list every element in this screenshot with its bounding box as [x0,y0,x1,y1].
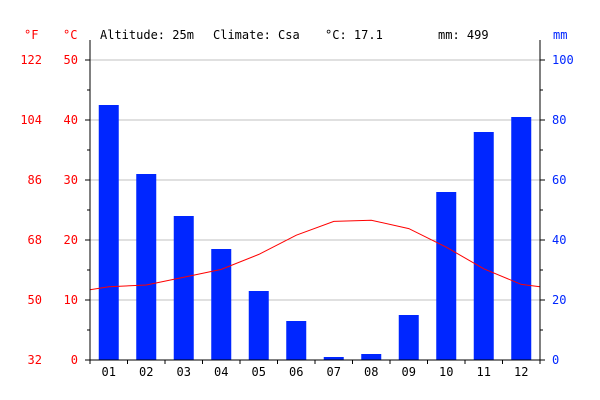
month-label: 03 [177,365,191,379]
month-label: 12 [514,365,528,379]
precipitation-bar [248,291,269,360]
mm-tick-label: 60 [552,173,566,187]
precipitation-bar [173,216,194,360]
celsius-tick-label: 50 [64,53,78,67]
month-label: 07 [327,365,341,379]
precipitation-bar [398,315,419,360]
fahrenheit-tick-label: 122 [20,53,42,67]
temperature-line [89,219,541,291]
gridlines [90,59,540,301]
precipitation-bars [98,105,532,360]
month-label: 11 [477,365,491,379]
month-label: 04 [214,365,228,379]
month-label: 09 [402,365,416,379]
mm-unit-label: mm [553,28,567,42]
mm-tick-label: 20 [552,293,566,307]
celsius-tick-label: 30 [64,173,78,187]
celsius-tick-label: 40 [64,113,78,127]
climate-label: Climate: Csa [213,28,300,42]
mm-tick-label: 80 [552,113,566,127]
fahrenheit-tick-label: 68 [28,233,42,247]
altitude-label: Altitude: 25m [100,28,194,42]
precipitation-bar [361,354,382,360]
month-label: 01 [102,365,116,379]
month-label: 05 [252,365,266,379]
precipitation-bar [511,117,532,360]
fahrenheit-tick-label: 104 [20,113,42,127]
mm-tick-label: 100 [552,53,574,67]
month-label: 10 [439,365,453,379]
month-label: 08 [364,365,378,379]
celsius-unit-label: °C [63,28,77,42]
celsius-tick-label: 10 [64,293,78,307]
mm-tick-label: 40 [552,233,566,247]
precipitation-bar [136,174,157,360]
fahrenheit-tick-label: 86 [28,173,42,187]
celsius-tick-label: 0 [71,353,78,367]
precipitation-bar [98,105,119,360]
celsius-tick-label: 20 [64,233,78,247]
precipitation-bar [323,357,344,360]
fahrenheit-tick-label: 50 [28,293,42,307]
precipitation-bar [286,321,307,360]
mean-temp-label: °C: 17.1 [325,28,383,42]
month-label: 06 [289,365,303,379]
temperature-series-line [89,219,541,291]
axes [85,40,545,364]
precipitation-bar [436,192,457,360]
annual-precip-label: mm: 499 [438,28,489,42]
fahrenheit-unit-label: °F [24,28,38,42]
precipitation-bar [211,249,232,360]
month-label: 02 [139,365,153,379]
fahrenheit-tick-label: 32 [28,353,42,367]
precipitation-bar [473,132,494,360]
mm-tick-label: 0 [552,353,559,367]
